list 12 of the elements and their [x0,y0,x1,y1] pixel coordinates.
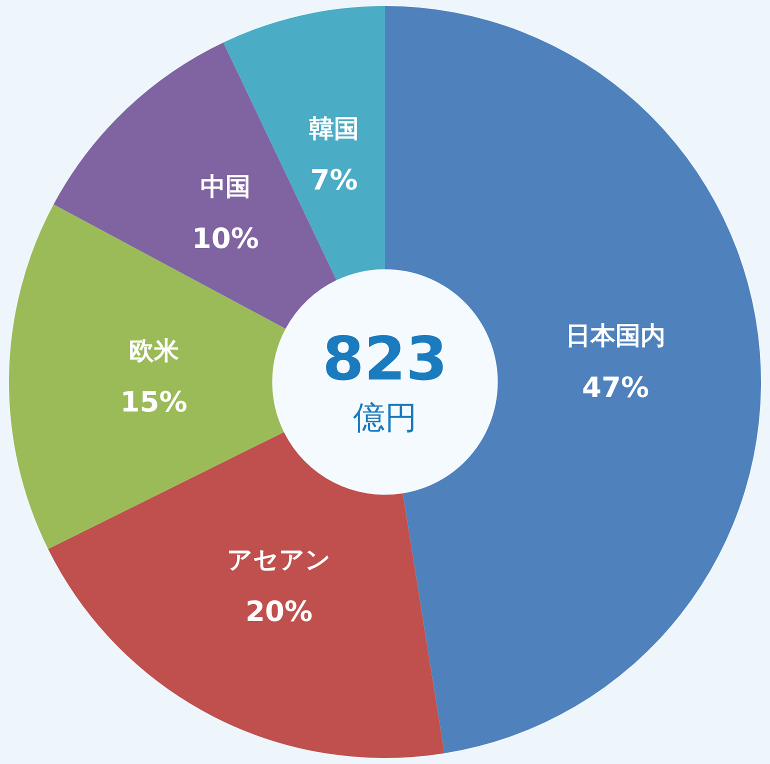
slice-label: 欧米 [128,336,179,365]
slice-label: 日本国内 [566,321,666,350]
text: 823 [322,324,448,395]
data-label: 15% [120,386,188,419]
data-label: 47% [582,370,650,404]
data-label: 10% [192,222,259,255]
slice-label: 中国 [200,172,250,202]
data-label: 20% [246,594,313,628]
data-label: 7% [310,164,358,197]
slice-label: アセアン [227,545,332,574]
slice-label: 韓国 [309,114,360,143]
text: 億円 [353,398,417,436]
